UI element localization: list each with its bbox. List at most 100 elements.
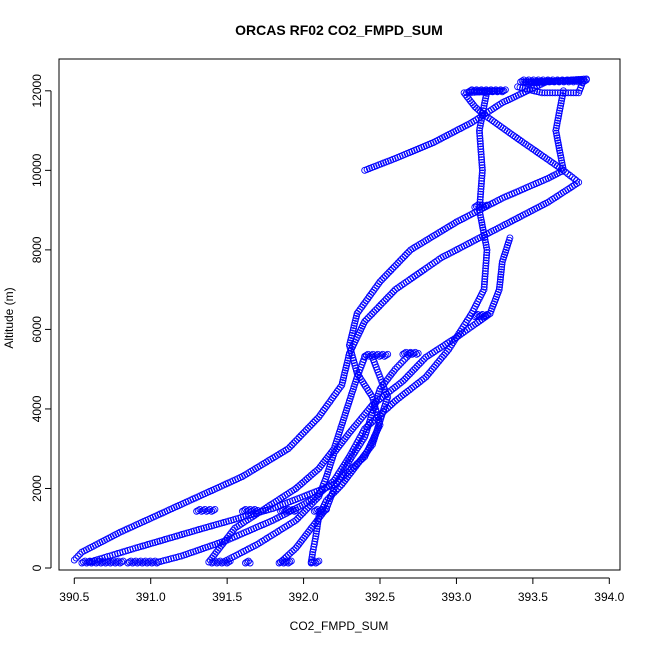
data-point xyxy=(344,431,352,439)
data-point xyxy=(165,555,173,563)
data-point xyxy=(292,506,300,514)
data-point xyxy=(575,89,583,97)
data-point xyxy=(482,86,490,94)
data-point xyxy=(315,515,322,523)
data-point xyxy=(390,263,398,271)
data-point xyxy=(389,399,397,407)
data-point xyxy=(393,363,401,371)
data-point xyxy=(401,252,409,259)
data-point xyxy=(477,86,485,94)
data-point xyxy=(292,485,300,492)
data-point xyxy=(323,455,330,463)
data-point xyxy=(70,556,78,564)
data-point xyxy=(278,557,286,565)
data-point xyxy=(311,496,319,504)
data-point xyxy=(216,557,224,565)
data-point xyxy=(564,170,572,178)
data-point xyxy=(348,332,356,339)
data-point xyxy=(480,231,488,239)
data-point xyxy=(410,349,418,357)
data-point xyxy=(326,492,334,500)
data-point xyxy=(289,505,297,513)
data-point xyxy=(114,557,122,565)
x-tick-label: 391.0 xyxy=(136,590,166,604)
data-point xyxy=(302,476,309,484)
data-point xyxy=(246,559,254,567)
data-point xyxy=(310,543,318,551)
data-point xyxy=(170,554,178,562)
data-point xyxy=(558,97,565,105)
data-point xyxy=(201,505,209,513)
data-point xyxy=(478,172,486,180)
data-point xyxy=(330,489,338,496)
data-point xyxy=(547,77,555,85)
data-point xyxy=(280,505,288,513)
data-point xyxy=(478,221,486,229)
data-point xyxy=(254,506,262,514)
data-point xyxy=(315,557,323,565)
data-point xyxy=(86,557,94,565)
data-point xyxy=(373,304,381,312)
data-point xyxy=(313,505,321,513)
data-point xyxy=(541,89,549,97)
data-point xyxy=(476,140,484,148)
data-point xyxy=(314,517,322,525)
data-point xyxy=(196,505,204,513)
data-point xyxy=(478,166,486,174)
data-point xyxy=(364,350,372,358)
data-point xyxy=(78,548,86,556)
data-point xyxy=(364,314,372,322)
data-point xyxy=(372,351,380,359)
x-axis-label: CO2_FMPD_SUM xyxy=(290,619,389,633)
data-point xyxy=(523,77,531,85)
data-point xyxy=(135,558,143,566)
data-point xyxy=(395,361,403,369)
data-point xyxy=(151,557,159,565)
data-point xyxy=(552,77,560,85)
data-point xyxy=(482,257,490,264)
data-point xyxy=(284,505,292,513)
data-point xyxy=(312,532,320,540)
data-point xyxy=(290,507,298,515)
data-point xyxy=(348,351,356,359)
data-point xyxy=(391,397,399,405)
data-point xyxy=(410,366,417,374)
data-point xyxy=(480,280,488,288)
data-point xyxy=(496,276,504,283)
data-point xyxy=(127,557,135,565)
data-point xyxy=(242,505,249,513)
data-point xyxy=(413,350,421,358)
data-point xyxy=(311,538,319,545)
x-axis: 390.5 391.0 391.5 392.0 392.5 393.0 393.5 394.0 xyxy=(59,577,625,604)
data-point xyxy=(553,122,561,130)
data-point xyxy=(520,139,528,147)
data-point xyxy=(476,132,484,140)
data-point xyxy=(245,557,252,565)
data-point xyxy=(411,348,419,356)
data-point xyxy=(346,344,354,352)
data-point xyxy=(132,557,140,565)
data-point xyxy=(528,77,536,85)
data-point xyxy=(243,558,251,566)
data-point xyxy=(514,83,522,91)
data-point xyxy=(498,265,505,273)
data-point xyxy=(403,250,411,258)
data-point xyxy=(384,293,392,301)
data-point xyxy=(332,487,340,494)
data-point xyxy=(313,522,321,530)
data-point xyxy=(328,490,336,498)
data-point xyxy=(309,546,317,553)
data-point xyxy=(402,348,410,356)
data-point xyxy=(497,271,505,278)
data-point xyxy=(302,426,310,434)
data-point xyxy=(417,359,425,367)
data-point xyxy=(477,153,485,161)
data-point xyxy=(482,264,490,272)
data-point xyxy=(552,127,560,135)
data-point xyxy=(562,77,569,85)
data-point xyxy=(424,371,431,379)
data-point xyxy=(414,349,422,357)
data-point xyxy=(415,361,423,369)
data-point xyxy=(145,558,153,566)
